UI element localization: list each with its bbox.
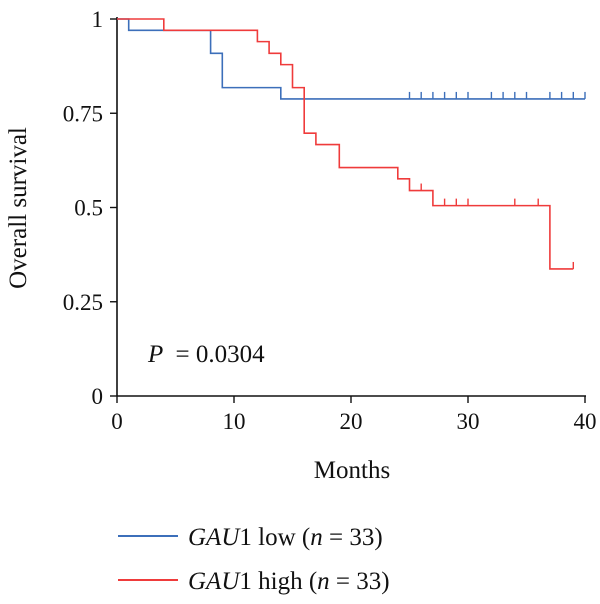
legend-label-low: GAU1 low (n = 33) — [188, 524, 383, 551]
p-value-annotation: P = 0.0304 — [147, 341, 265, 368]
survival-curves — [117, 18, 585, 270]
y-tick-label: 0 — [92, 384, 104, 409]
censor-marks — [408, 91, 586, 269]
y-tick-label: 1 — [92, 7, 104, 32]
x-tick-label: 40 — [574, 409, 597, 434]
legend-label-high: GAU1 high (n = 33) — [188, 568, 390, 595]
low-survival-curve — [117, 18, 585, 100]
axes: 0 10 20 30 40 0 0.25 0.5 0.75 1 — [63, 7, 597, 434]
x-axis-title: Months — [314, 457, 390, 484]
x-tick-label: 10 — [223, 409, 246, 434]
y-tick-label: 0.5 — [74, 196, 103, 221]
x-tick-label: 30 — [457, 409, 480, 434]
legend: GAU1 low (n = 33) GAU1 high (n = 33) — [118, 524, 390, 595]
y-tick-label: 0.75 — [63, 101, 103, 126]
y-tick-label: 0.25 — [63, 290, 103, 315]
high-survival-curve — [117, 18, 574, 270]
p-value: = 0.0304 — [176, 341, 266, 368]
x-tick-label: 0 — [111, 409, 123, 434]
x-tick-label: 20 — [340, 409, 363, 434]
y-axis-title: Overall survival — [5, 127, 32, 289]
p-label: P — [147, 341, 163, 368]
